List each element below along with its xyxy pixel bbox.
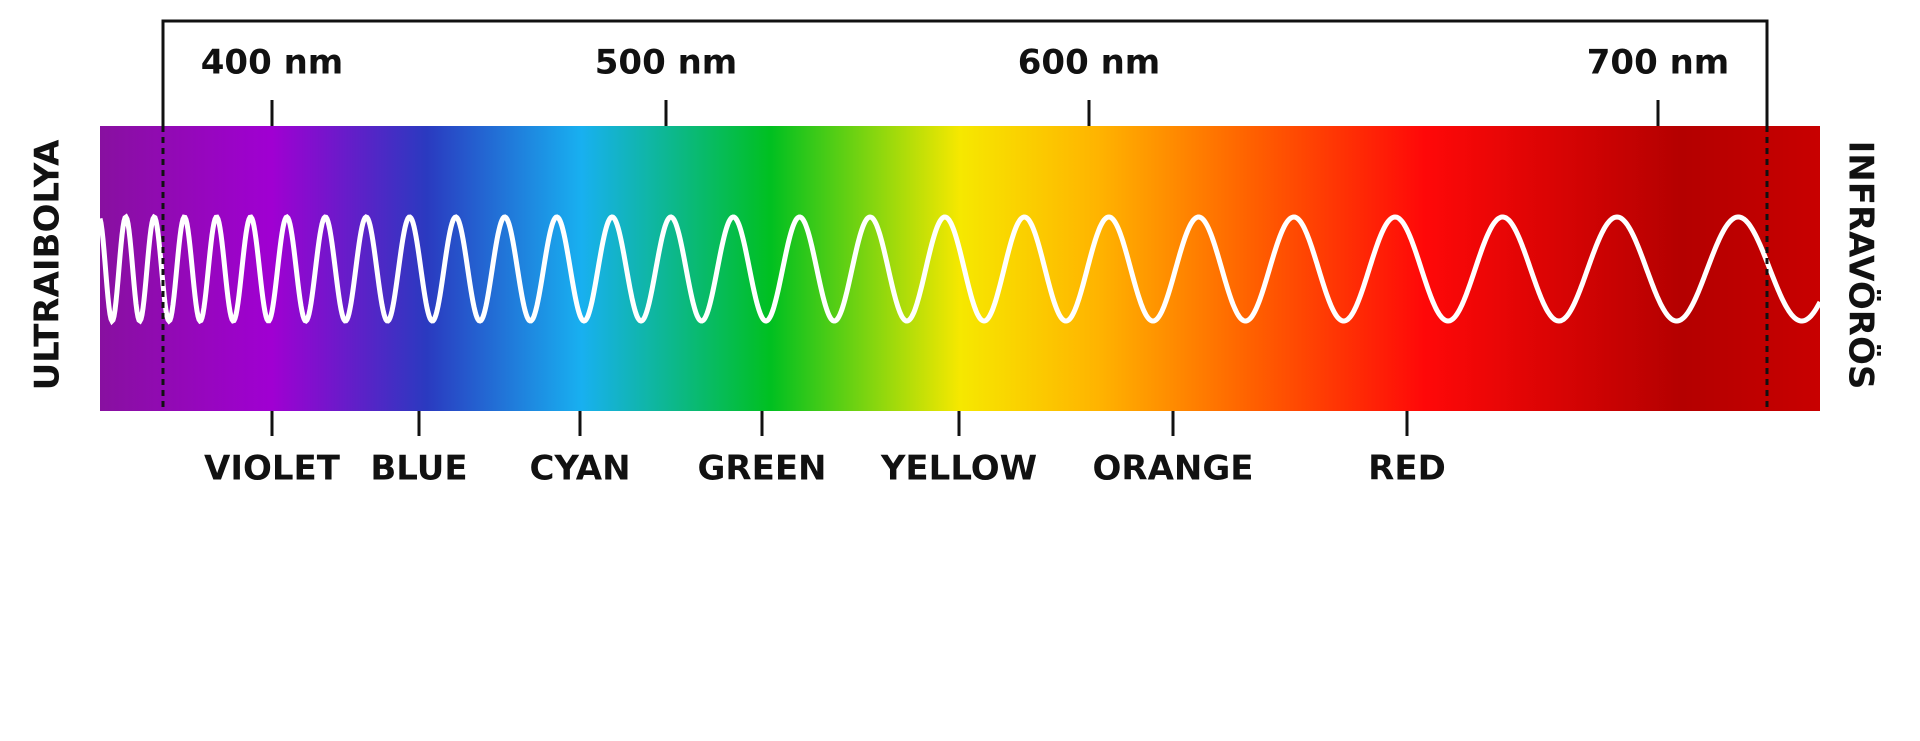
scale-label: 600 nm bbox=[1018, 43, 1160, 83]
color-label: GREEN bbox=[698, 449, 827, 489]
scale-label: 400 nm bbox=[201, 43, 343, 83]
color-label: YELLOW bbox=[880, 449, 1037, 489]
color-label: VIOLET bbox=[204, 449, 341, 489]
color-label: RED bbox=[1368, 449, 1446, 489]
color-label: ORANGE bbox=[1093, 449, 1254, 489]
scale-label: 500 nm bbox=[595, 43, 737, 83]
color-label: BLUE bbox=[370, 449, 467, 489]
right-label: INFRAVÖRÖS bbox=[1841, 141, 1882, 390]
spectrum-band bbox=[100, 126, 1820, 411]
left-label: ULTRAIBOLYA bbox=[28, 139, 68, 391]
scale-label: 700 nm bbox=[1587, 43, 1729, 83]
bracket bbox=[161, 19, 1769, 126]
color-label: CYAN bbox=[529, 449, 630, 489]
wave bbox=[97, 213, 1823, 326]
